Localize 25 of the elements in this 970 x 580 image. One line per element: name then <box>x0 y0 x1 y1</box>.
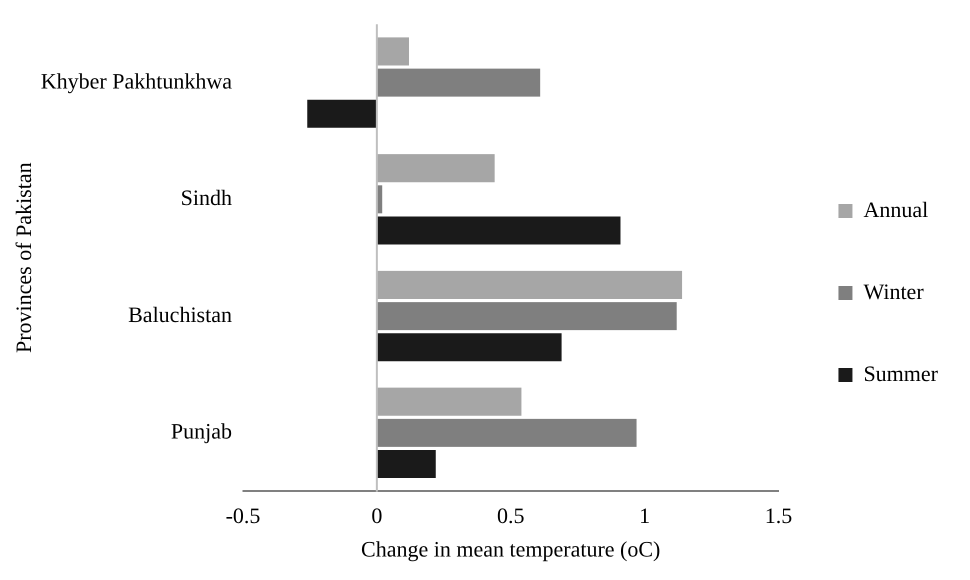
legend-label: Annual <box>863 196 928 222</box>
y-tick-label: Khyber Pakhtunkhwa <box>40 68 232 94</box>
bar <box>376 216 620 244</box>
bar <box>376 68 540 97</box>
bar <box>376 450 436 478</box>
bar <box>376 388 522 416</box>
x-tick-label: -0.5 <box>226 503 260 528</box>
x-axis-title: Change in mean temperature (oC) <box>361 536 660 562</box>
bar <box>376 37 409 66</box>
x-tick-label: 0 <box>371 503 382 528</box>
bar <box>307 100 377 128</box>
x-tick-label: 1 <box>639 503 650 528</box>
y-axis-title: Provinces of Pakistan <box>10 162 36 354</box>
legend-label: Summer <box>863 360 939 386</box>
x-tick-label: 1.5 <box>764 503 792 528</box>
bar <box>376 418 637 447</box>
bar <box>376 270 682 299</box>
bar <box>376 302 677 330</box>
bar <box>376 154 495 182</box>
x-tick-label: 0.5 <box>496 503 524 528</box>
y-tick-label: Sindh <box>180 185 232 210</box>
legend-label: Winter <box>863 278 924 304</box>
y-tick-label: Baluchistan <box>128 302 232 327</box>
bar <box>376 333 562 362</box>
y-tick-label: Punjab <box>170 418 232 444</box>
